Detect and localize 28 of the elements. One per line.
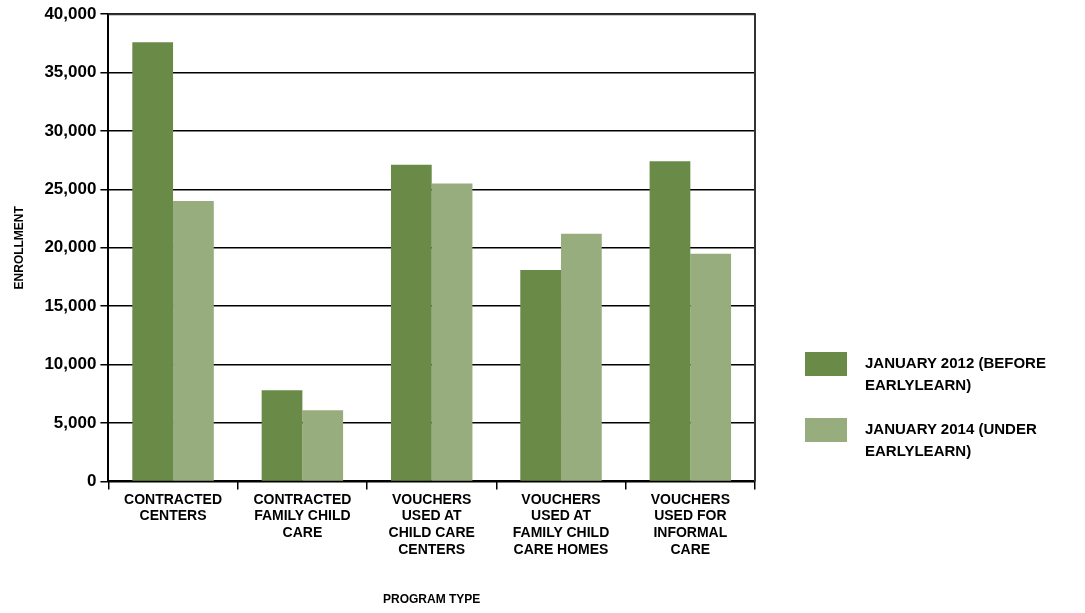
y-tick-label: 5,000 [53,412,97,432]
y-tick-label: 40,000 [44,3,97,23]
y-tick-label: 25,000 [44,179,97,199]
x-tick-label: VOUCHERS USED AT FAMILY CHILD CARE HOMES [512,490,610,558]
bar [649,161,691,481]
y-tick-label: 20,000 [44,237,97,257]
bar [173,201,214,481]
y-axis-title: ENROLLMENT [11,205,26,290]
x-axis-title: PROGRAM TYPE [383,592,481,607]
bar [690,253,732,481]
y-tick-label: 15,000 [44,295,97,315]
x-tick-label: CONTRACTED FAMILY CHILD CARE [253,490,352,541]
legend-label: JANUARY 2014 (UNDER EARLYLEARN) [865,419,1038,461]
bar [561,233,602,481]
y-tick-label: 10,000 [44,354,97,374]
bar [431,183,473,481]
bar [390,164,432,481]
x-tick-label: CONTRACTED CENTERS [124,490,223,524]
x-tick-label: VOUCHERS USED FOR INFORMAL CARE [650,490,731,558]
x-tick-label: VOUCHERS USED AT CHILD CARE CENTERS [388,490,475,558]
y-tick-label: 30,000 [44,120,97,140]
legend-label: JANUARY 2012 (BEFORE EARLYLEARN) [865,353,1047,395]
bar [261,390,303,481]
y-tick-label: 0 [86,471,97,491]
bar [132,42,174,481]
bar [520,269,562,481]
y-tick-label: 35,000 [44,62,97,82]
bar [302,410,344,481]
